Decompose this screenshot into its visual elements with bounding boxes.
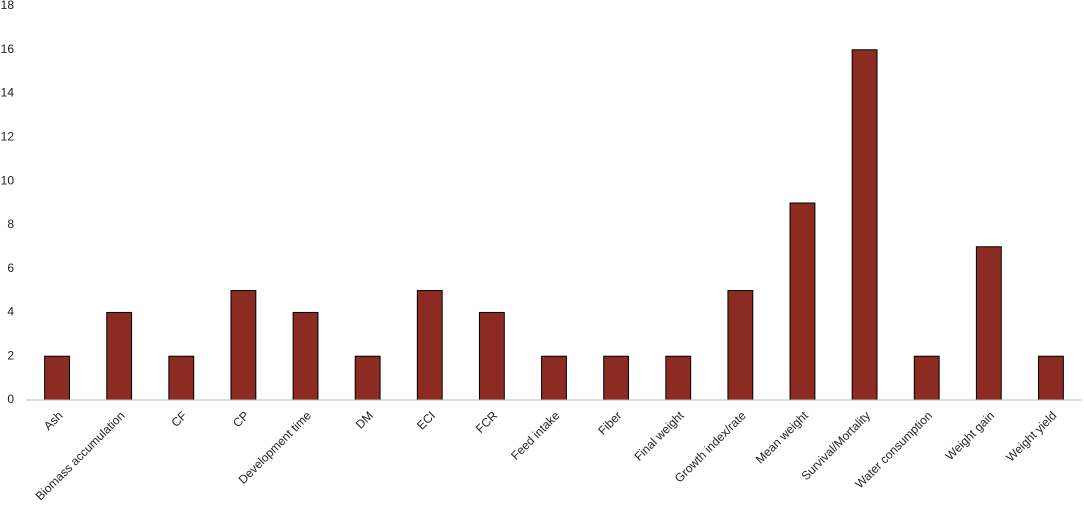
bar: [1038, 355, 1064, 401]
y-tick-label: 18: [1, 0, 15, 12]
bar: [416, 290, 443, 401]
bar: [541, 355, 567, 401]
bar: [354, 355, 381, 401]
y-tick-label: 2: [7, 348, 14, 362]
bar: [230, 290, 257, 401]
bar: [665, 355, 692, 401]
x-tick-label: Fiber: [595, 408, 624, 437]
x-tick-label: Weight yield: [1003, 408, 1059, 464]
x-tick-label: ECI: [414, 408, 438, 432]
y-tick-label: 4: [7, 305, 14, 319]
x-tick-label: Feed intake: [508, 408, 562, 462]
y-tick-label: 12: [1, 130, 15, 144]
bar: [851, 49, 878, 401]
bar: [292, 311, 319, 401]
bar: [478, 311, 505, 401]
y-tick-label: 6: [7, 261, 14, 275]
y-tick-label: 0: [7, 392, 14, 406]
x-tick-label: Mean weight: [753, 408, 811, 466]
bar: [603, 355, 630, 401]
bar: [913, 355, 940, 401]
y-tick-label: 16: [1, 42, 15, 56]
bar: [106, 311, 133, 401]
y-tick-label: 8: [7, 217, 14, 231]
bar: [168, 355, 195, 401]
y-tick-label: 10: [1, 173, 15, 187]
x-tick-label: CP: [230, 408, 252, 430]
x-tick-label: Ash: [41, 408, 66, 433]
x-tick-label: Weight gain: [943, 408, 998, 463]
bar: [975, 246, 1002, 401]
y-tick-label: 14: [1, 86, 15, 100]
x-tick-label: DM: [353, 408, 376, 431]
bar: [44, 355, 70, 401]
bar: [789, 202, 816, 401]
bar: [727, 290, 754, 401]
x-tick-label: CF: [168, 408, 189, 429]
x-tick-label: FCR: [473, 408, 501, 436]
x-tick-label: Final weight: [631, 408, 687, 464]
